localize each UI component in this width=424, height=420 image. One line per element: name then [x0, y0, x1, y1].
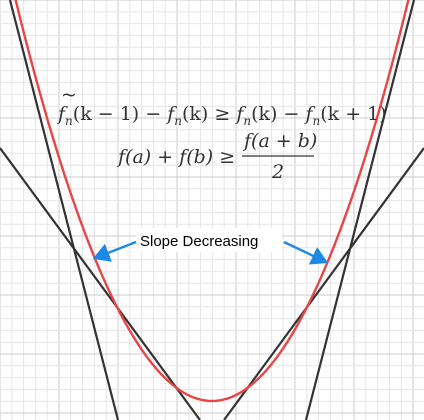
- inequality-line-1: fn(k − 1) − fn(k) ≥ fn(k) − fn(k + 1) ~: [56, 84, 387, 128]
- right-secant-line: [223, 147, 424, 420]
- left-steep-line: [8, 0, 120, 420]
- left-arrow: [92, 240, 137, 262]
- equation-line-2-denominator: 2: [271, 161, 284, 183]
- right-steep-line: [304, 0, 416, 420]
- equation-line-1: fn(k − 1) − fn(k) ≥ fn(k) − fn(k + 1): [56, 103, 387, 128]
- tilde-accent: ~: [61, 84, 77, 106]
- equation-line-2-lhs: f(a) + f(b) ≥: [116, 146, 235, 168]
- inequality-line-2: f(a) + f(b) ≥ f(a + b) 2: [116, 130, 317, 183]
- right-arrow: [283, 240, 329, 265]
- convex-curve: [14, 0, 410, 403]
- annotation-background: [136, 228, 282, 252]
- slope-annotation: Slope Decreasing: [92, 228, 329, 265]
- equation-line-2-numerator: f(a + b): [242, 130, 317, 152]
- left-secant-line: [0, 147, 201, 420]
- annotation-label: Slope Decreasing: [140, 233, 258, 250]
